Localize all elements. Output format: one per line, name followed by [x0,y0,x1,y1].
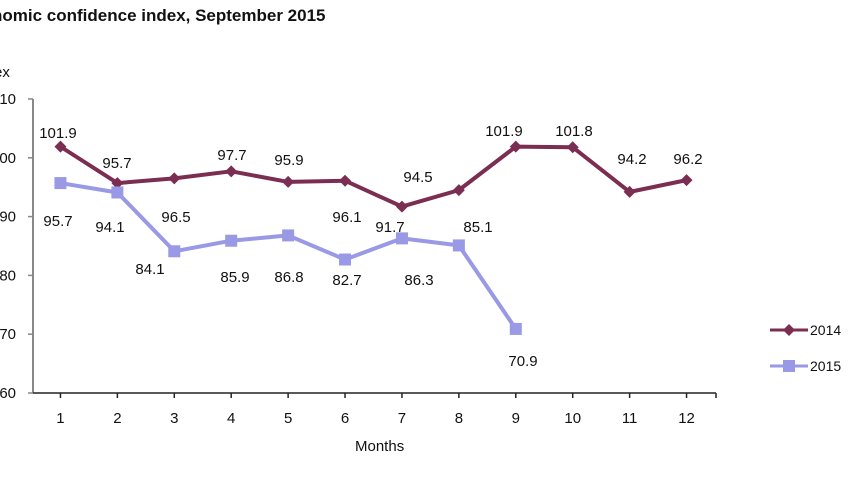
x-tick-label: 11 [622,410,638,427]
square-marker-icon [225,234,238,247]
y-tick-label: 60 [0,385,16,402]
diamond-marker-icon [623,185,636,198]
square-marker-icon [282,229,295,242]
legend-diamond-icon [783,324,795,336]
diamond-marker-icon [339,174,352,187]
x-tick-label: 3 [170,410,178,427]
data-label: 94.2 [617,151,646,168]
diamond-marker-icon [225,165,238,178]
data-label: 94.5 [403,169,432,186]
y-tick-label: 00 [0,150,16,167]
chart-title: nomic confidence index, September 2015 [0,6,326,25]
legend-label: 2015 [810,358,841,374]
x-tick-label: 9 [512,410,520,427]
data-label: 96.1 [332,209,361,226]
series-line-2015 [60,181,518,331]
data-label: 86.3 [404,272,433,289]
x-tick-label: 7 [398,410,406,427]
data-label: 96.5 [161,209,190,226]
diamond-marker-icon [282,175,295,188]
diamond-marker-icon [566,141,579,154]
x-tick-label: 12 [678,410,695,427]
y-tick-label: 80 [0,267,16,284]
diamond-marker-icon [509,140,522,153]
x-tick-label: 6 [341,410,349,427]
x-tick-label: 1 [56,410,64,427]
diamond-marker-icon [111,177,124,190]
data-label: 101.8 [555,123,593,140]
y-tick-label: 90 [0,209,16,226]
x-tick-label: 4 [227,410,235,427]
legend-label: 2014 [810,322,841,338]
data-label: 86.8 [274,269,303,286]
x-axis-label: Months [355,438,405,455]
y-axis-label: ex [0,64,10,81]
data-label: 94.1 [95,219,124,236]
diamond-marker-icon [395,200,408,213]
data-label: 95.9 [274,152,303,169]
data-label: 95.7 [43,213,72,230]
square-marker-icon [452,239,465,252]
data-label: 96.2 [673,151,702,168]
y-tick-label: 10 [0,91,16,108]
square-marker-icon [509,322,522,335]
diamond-marker-icon [452,184,465,197]
square-marker-icon [395,232,408,245]
diamond-marker-icon [54,140,67,153]
data-label: 101.9 [39,125,77,142]
data-label: 97.7 [217,147,246,164]
data-label: 85.1 [463,219,492,236]
diamond-marker-icon [168,172,181,185]
x-tick-label: 8 [455,410,463,427]
x-tick-label: 10 [564,410,581,427]
square-marker-icon [168,245,181,258]
square-marker-icon [339,253,352,266]
y-tick-label: 70 [0,326,16,343]
square-marker-icon [54,177,67,190]
data-label: 91.7 [375,219,404,236]
data-label: 70.9 [508,353,537,370]
x-tick-label: 2 [113,410,121,427]
data-label: 82.7 [332,272,361,289]
x-tick-label: 5 [284,410,292,427]
data-label: 95.7 [102,155,131,172]
data-label: 85.9 [220,269,249,286]
series-line-2014 [59,144,687,209]
square-marker-icon [111,186,124,199]
legend-square-icon [783,360,795,372]
data-label: 84.1 [135,261,164,278]
diamond-marker-icon [680,174,693,187]
data-label: 101.9 [485,123,523,140]
